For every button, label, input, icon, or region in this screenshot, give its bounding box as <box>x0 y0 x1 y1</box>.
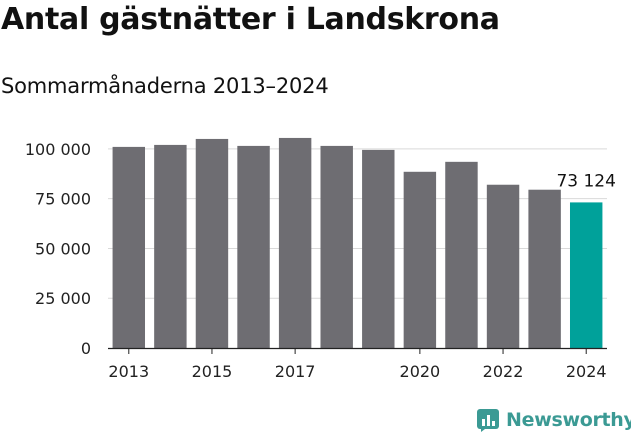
x-tick-label: 2015 <box>192 362 233 381</box>
x-axis-ticks: 2013 2015 2017 2020 2022 2024 <box>108 348 607 381</box>
bar-2022 <box>486 184 520 348</box>
bar-2024 <box>569 202 603 348</box>
bar-2021 <box>445 161 478 348</box>
value-label-2024: 73 124 <box>556 171 615 191</box>
chart-title: Antal gästnätter i Landskrona <box>1 2 500 37</box>
y-tick-label: 0 <box>81 339 91 358</box>
bar-2015 <box>195 138 229 348</box>
bar-2017 <box>278 137 312 348</box>
chart-subtitle: Sommarmånaderna 2013–2024 <box>1 74 329 98</box>
y-tick-label: 100 000 <box>25 140 91 159</box>
annotations: 73 124 <box>556 171 615 191</box>
x-tick-label: 2020 <box>400 362 441 381</box>
newsworthy-logo-icon <box>477 409 499 432</box>
bar-2014 <box>154 144 187 348</box>
bar-2016 <box>237 145 270 348</box>
gridlines <box>108 148 607 299</box>
brand-name: Newsworthy <box>506 409 631 431</box>
bars <box>112 137 603 348</box>
x-tick-label: 2013 <box>108 362 149 381</box>
x-tick-label: 2022 <box>483 362 524 381</box>
bar-2023 <box>528 189 561 348</box>
y-tick-label: 50 000 <box>35 239 91 258</box>
x-tick-label: 2017 <box>275 362 316 381</box>
bar-2020 <box>403 171 437 348</box>
bar-2013 <box>112 146 146 348</box>
bar-2018 <box>320 145 353 348</box>
y-tick-label: 25 000 <box>35 289 91 308</box>
y-tick-label: 75 000 <box>35 190 91 209</box>
y-axis-ticks: 0 25 000 50 000 75 000 100 000 <box>25 140 91 358</box>
bar-2019 <box>362 149 395 348</box>
x-tick-label: 2024 <box>566 362 607 381</box>
brand-logo: Newsworthy <box>476 408 631 432</box>
